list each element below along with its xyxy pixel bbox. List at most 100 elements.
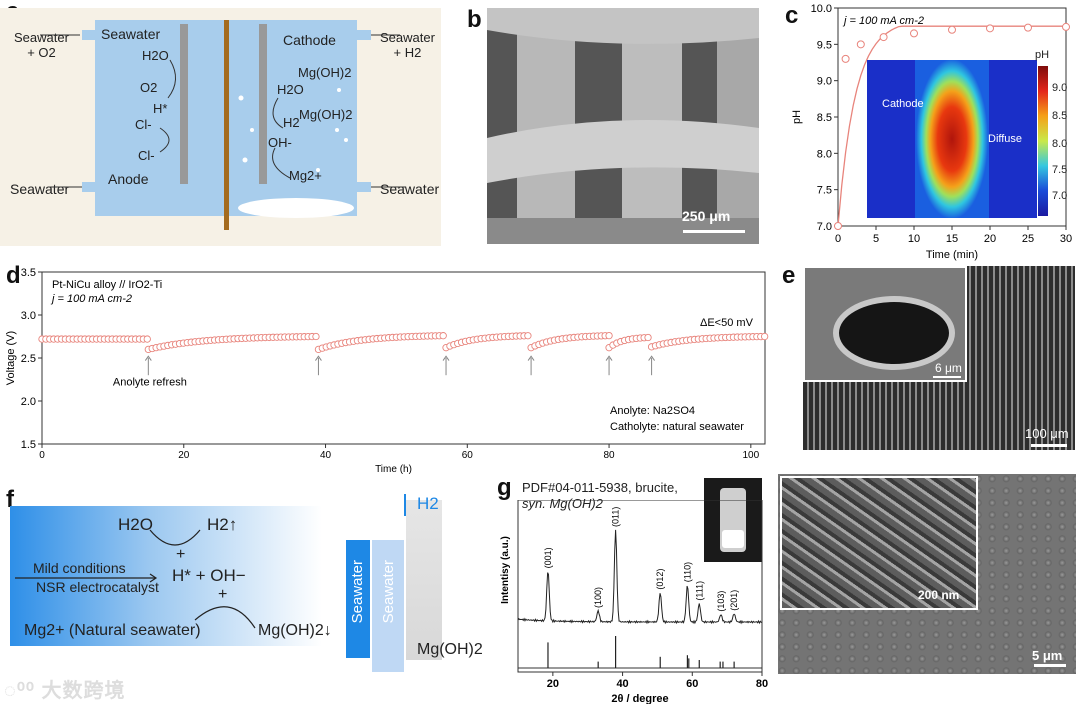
seawater-o2-out: Seawater + O2 (14, 30, 69, 60)
peak-label: (100) (593, 587, 603, 608)
y-axis-label: Intentisy (a.u.) (500, 536, 511, 604)
scale-label-e: 100 μm (1025, 426, 1069, 441)
f-nsr-catalyst: NSR electrocatalyst (36, 579, 159, 595)
refresh-arrowhead (315, 355, 322, 361)
colorbar-title: pH (1035, 49, 1050, 61)
membrane (224, 20, 229, 230)
x-tick-label: 10 (908, 233, 920, 245)
scale-bar-b (683, 230, 745, 233)
port-bottom-left (82, 182, 96, 192)
ph-data-point (1062, 22, 1070, 31)
sem-inset-e: 6 μm (803, 266, 967, 382)
species-cl-1: Cl- (135, 117, 152, 132)
y-tick-label: 2.0 (21, 396, 36, 408)
species-h2: H2 (283, 115, 300, 130)
watermark: ◌⁰⁰ 大数跨境 (4, 674, 125, 703)
voltage-data-point (143, 335, 151, 343)
legend-line-1: Pt-NiCu alloy // IrO2-Ti (52, 279, 162, 291)
colorbar-tick-7: 7.0 (1052, 190, 1068, 202)
panel-label-f: f (6, 486, 14, 513)
scale-label-b: 250 μm (682, 208, 731, 224)
sem-mgoh2-image: 200 nm 5 μm (778, 474, 1076, 674)
catholyte-label: Catholyte: natural seawater (610, 421, 744, 433)
x-tick-label: 60 (686, 678, 698, 690)
watermark-icon: ◌⁰⁰ (4, 680, 42, 702)
scale-label-g-inset: 200 nm (918, 588, 960, 602)
plot-frame (41, 271, 766, 445)
peak-label: (011) (611, 507, 621, 527)
ph-data-point (834, 222, 842, 230)
plot-frame (517, 500, 763, 673)
species-mg2: Mg2+ (289, 168, 322, 183)
x-tick-label: 5 (873, 233, 879, 245)
x-tick-label: 20 (984, 233, 996, 245)
h2-arrow (404, 494, 406, 516)
seawater-label-2: Seawater (380, 560, 397, 624)
reaction-gradient-box (10, 506, 322, 646)
x-tick-label: 20 (178, 450, 190, 461)
panel-a-arrows (40, 34, 405, 188)
ph-heatmap-inset: Cathode Diffuse (867, 60, 1037, 218)
h2-output-label: H2 (417, 494, 439, 513)
refresh-arrowhead (648, 355, 655, 361)
ph-data-point (986, 24, 994, 33)
anode-label: Anode (108, 171, 149, 187)
refresh-arrowhead (144, 355, 152, 361)
watermark-text: 大数跨境 (41, 680, 126, 702)
panel-label-d: d (6, 262, 21, 289)
species-cl-2: Cl- (138, 148, 155, 163)
x-axis-label: Time (h) (375, 464, 412, 474)
peak-label: (111) (694, 581, 704, 601)
x-tick-label: 15 (946, 233, 958, 245)
x-tick-label: 80 (756, 678, 768, 690)
y-tick-label: 9.0 (817, 76, 832, 88)
voltage-data-point (605, 331, 613, 340)
x-tick-label: 40 (616, 678, 628, 690)
inset-cathode-label: Cathode (882, 98, 924, 110)
panel-label-c: c (785, 2, 799, 29)
vial-photo (704, 478, 762, 562)
port-top-right (357, 30, 371, 40)
colorbar-tick-8: 8.0 (1052, 138, 1068, 150)
x-axis-label: 2θ / degree (611, 693, 668, 704)
seawater-slab-front (346, 540, 370, 658)
y-tick-label: 7.5 (817, 185, 832, 197)
refresh-arrowhead (442, 355, 450, 361)
peak-label: (103) (716, 591, 726, 612)
y-axis-label: Voltage (V) (5, 331, 17, 385)
x-axis-label: Time (min) (926, 249, 978, 261)
seawater-in-right: Seawater (380, 181, 440, 197)
ph-chart: 7.0 7.5 8.0 8.5 9.0 9.5 10.0 0 5 10 15 20 25 30 Time (… (791, 3, 1072, 261)
panel-label-e: e (782, 262, 796, 289)
cathode-plate (259, 24, 267, 184)
membrane-slab (406, 500, 442, 660)
ph-data-point (948, 25, 956, 34)
peak-label: (201) (729, 590, 739, 611)
y-tick-label: 8.5 (817, 112, 832, 124)
f-plus-1: + (176, 546, 186, 563)
ph-data-point (856, 40, 865, 49)
x-tick-label: 30 (1060, 233, 1072, 245)
legend-line-2: j = 100 mA cm-2 (50, 293, 132, 305)
voltage-data-point (760, 332, 769, 341)
peak-label: (001) (543, 547, 553, 568)
scale-label-e-inset: 6 μm (935, 361, 962, 375)
pore-shape (833, 296, 955, 370)
xrd-pattern (517, 529, 763, 625)
species-mgoh2-top: Mg(OH)2 (298, 65, 352, 80)
peak-label: (110) (682, 562, 692, 582)
anolyte-refresh-label: Anolyte refresh (113, 377, 187, 389)
xrd-chart: 20 40 60 80 2θ / degree Intentisy (a.u.) (001)… (500, 500, 768, 704)
f-mgoh2-precipitate: Mg(OH)2↓ (258, 622, 332, 639)
y-tick-label: 2.5 (21, 353, 36, 365)
species-mgoh2-mid: Mg(OH)2 (299, 107, 353, 122)
port-top-left (82, 30, 96, 40)
f-h2: H2↑ (207, 515, 238, 534)
species-h2o-right: H2O (277, 82, 304, 97)
refresh-arrowhead (527, 355, 535, 361)
x-tick-label: 80 (603, 450, 615, 461)
port-bottom-right (357, 182, 371, 192)
x-tick-label: 40 (320, 450, 332, 461)
species-oh: OH- (268, 135, 292, 150)
ph-plume (915, 60, 989, 218)
